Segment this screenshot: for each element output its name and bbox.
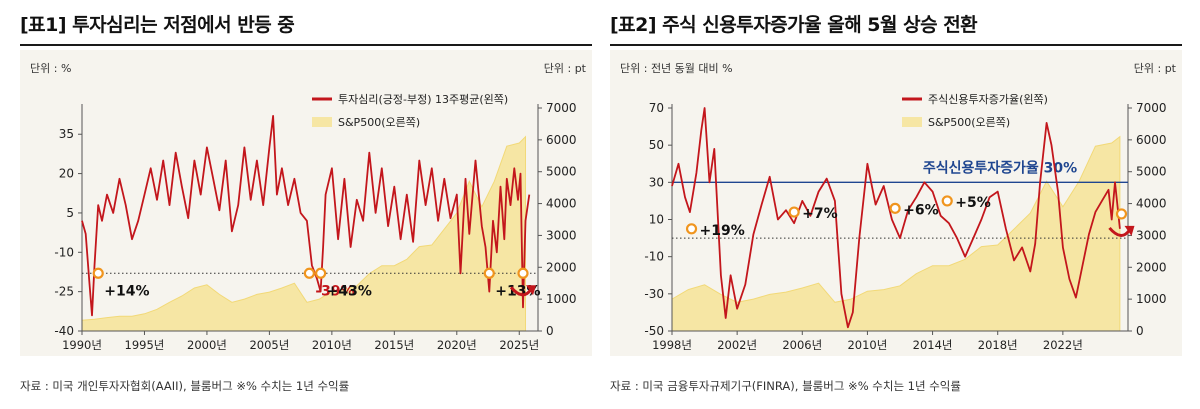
sentiment-line: [671, 107, 1121, 329]
reference-line-label: 주식신용투자증가율 30%: [923, 159, 1077, 176]
return-annotation: +14%: [104, 283, 149, 299]
left-tick-label: 10: [649, 213, 664, 227]
circle-marker-icon: [92, 267, 104, 279]
sentiment-line: [81, 115, 531, 317]
right-tick-label: 3000: [546, 228, 577, 242]
x-tick-label: 2010년: [847, 338, 887, 352]
legend-line-label: 주식신용투자증가율(왼쪽): [928, 92, 1048, 106]
return-annotation: +19%: [700, 223, 745, 239]
x-tick-label: 1998년: [652, 338, 692, 352]
return-annotation: -39%: [315, 283, 354, 299]
right-tick-label: 2000: [546, 260, 577, 274]
right-tick-label: 7000: [1136, 101, 1167, 115]
x-tick-label: 2006년: [782, 338, 822, 352]
right-tick-label: 1000: [1136, 292, 1167, 306]
x-tick-label: 2020년: [437, 338, 477, 352]
x-tick-label: 2018년: [978, 338, 1018, 352]
left-tick-label: -30: [644, 287, 664, 301]
right-tick-label: 5000: [1136, 165, 1167, 179]
circle-marker-icon: [941, 195, 953, 207]
left-tick-label: 35: [59, 127, 74, 141]
chart-title: [표2] 주식 신용투자증가율 올해 5월 상승 전환: [610, 14, 978, 36]
x-tick-label: 1995년: [125, 338, 165, 352]
return-annotation: +5%: [955, 195, 991, 211]
right-tick-label: 6000: [1136, 133, 1167, 147]
x-tick-label: 2015년: [374, 338, 414, 352]
legend: 투자심리(긍정-부정) 13주평균(왼쪽) S&P500(오른쪽): [312, 92, 508, 129]
right-tick-label: 6000: [546, 133, 577, 147]
left-tick-label: 5: [66, 206, 74, 220]
x-tick-label: 2022년: [1043, 338, 1083, 352]
x-tick-label: 2002년: [717, 338, 757, 352]
legend-area-swatch: [312, 117, 332, 127]
circle-marker-icon: [889, 202, 901, 214]
circle-marker-icon: [483, 267, 495, 279]
right-tick-label: 7000: [546, 101, 577, 115]
right-tick-label: 4000: [546, 197, 577, 211]
chart-panel-1: [표1] 투자심리는 저점에서 반등 중 단위 : % 단위 : pt 투자심리…: [14, 0, 596, 409]
left-tick-label: -10: [644, 250, 664, 264]
legend-area-label: S&P500(오른쪽): [338, 116, 420, 129]
right-unit-label: 단위 : pt: [544, 62, 587, 75]
return-annotation: +6%: [903, 202, 939, 218]
left-unit-label: 단위 : 전년 동월 대비 %: [620, 62, 733, 75]
chart-svg: 단위 : 전년 동월 대비 % 단위 : pt 주식신용투자증가율(왼쪽) S&…: [620, 62, 1177, 352]
x-tick-label: 2014년: [913, 338, 953, 352]
right-tick-label: 4000: [1136, 197, 1167, 211]
left-tick-label: 20: [59, 167, 74, 181]
right-tick-label: 0: [546, 324, 554, 338]
right-unit-label: 단위 : pt: [1134, 62, 1177, 75]
legend-area-swatch: [902, 117, 922, 127]
circle-marker-icon: [788, 206, 800, 218]
curved-arrow-head-icon: [1124, 225, 1135, 236]
source-note: 자료 : 미국 금융투자규제기구(FINRA), 블룸버그 ※% 수치는 1년 …: [610, 379, 961, 393]
chart-area: 단위 : 전년 동월 대비 % 단위 : pt 주식신용투자증가율(왼쪽) S&…: [610, 50, 1182, 356]
curved-arrow-icon: [1108, 226, 1131, 237]
circle-marker-icon: [685, 223, 698, 235]
left-tick-label: -25: [54, 285, 74, 299]
right-tick-label: 0: [1136, 324, 1144, 338]
legend: 주식신용투자증가율(왼쪽) S&P500(오른쪽): [902, 92, 1048, 129]
x-tick-label: 1990년: [62, 338, 102, 352]
chart-title: [표1] 투자심리는 저점에서 반등 중: [20, 14, 295, 36]
left-tick-label: 70: [649, 101, 664, 115]
title-divider: [610, 44, 1182, 46]
source-note: 자료 : 미국 개인투자자협회(AAII), 블룸버그 ※% 수치는 1년 수익…: [20, 379, 350, 393]
circle-marker-icon: [1115, 208, 1128, 220]
left-tick-label: 50: [649, 138, 664, 152]
chart-svg: 단위 : % 단위 : pt 투자심리(긍정-부정) 13주평균(왼쪽) S&P…: [30, 62, 587, 352]
circle-marker-icon: [315, 267, 327, 279]
x-tick-label: 2005년: [249, 338, 289, 352]
legend-line-label: 투자심리(긍정-부정) 13주평균(왼쪽): [338, 92, 508, 106]
x-tick-label: 2025년: [499, 338, 539, 352]
left-tick-label: -50: [644, 324, 664, 338]
return-annotation: +43%: [327, 283, 372, 299]
circle-marker-icon: [517, 267, 529, 279]
right-tick-label: 1000: [546, 292, 577, 306]
left-tick-label: -10: [54, 245, 74, 259]
right-tick-label: 5000: [546, 165, 577, 179]
title-divider: [20, 44, 592, 46]
curved-arrow-head-icon: [526, 285, 537, 296]
left-tick-label: 30: [649, 175, 664, 189]
right-tick-label: 3000: [1136, 228, 1167, 242]
sp500-area: [81, 135, 527, 332]
chart-area: 단위 : % 단위 : pt 투자심리(긍정-부정) 13주평균(왼쪽) S&P…: [20, 50, 592, 356]
left-unit-label: 단위 : %: [30, 62, 71, 75]
x-tick-label: 2010년: [312, 338, 352, 352]
x-tick-label: 2000년: [187, 338, 227, 352]
circle-marker-icon: [303, 267, 315, 279]
left-tick-label: -40: [54, 324, 74, 338]
right-tick-label: 2000: [1136, 260, 1167, 274]
legend-area-label: S&P500(오른쪽): [928, 116, 1010, 129]
curved-arrow-icon: [509, 286, 533, 297]
return-annotation: +7%: [802, 206, 838, 222]
chart-panel-2: [표2] 주식 신용투자증가율 올해 5월 상승 전환 단위 : 전년 동월 대…: [604, 0, 1186, 409]
